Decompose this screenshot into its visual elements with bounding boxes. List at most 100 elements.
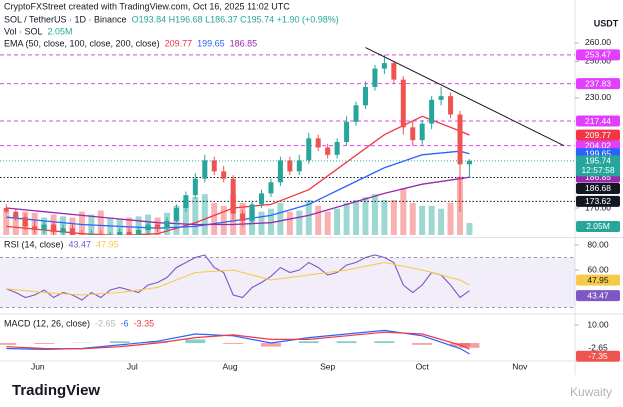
candle-body	[202, 160, 208, 179]
price-label: -2.65	[588, 343, 608, 353]
candle-body	[249, 204, 255, 221]
candle-body	[344, 121, 350, 143]
histogram-bar	[185, 339, 206, 344]
volume-bar	[428, 205, 435, 235]
ema-line	[6, 115, 470, 235]
price-label: 253.47	[585, 50, 611, 60]
price-label-box	[576, 290, 620, 302]
x-tick-label: Nov	[512, 361, 528, 371]
candle-body	[88, 233, 94, 235]
x-tick-label: Sep	[320, 361, 335, 371]
y-tick-label: 80.00	[587, 239, 609, 249]
rsi-value: 43.47	[69, 239, 92, 249]
logo: TradingView	[12, 382, 100, 399]
candle-body	[306, 138, 312, 161]
x-tick-label: Oct	[416, 361, 430, 371]
price-label: 217.44	[585, 116, 611, 126]
volume-bar	[315, 205, 322, 235]
histogram-bar	[34, 343, 55, 344]
candle-body	[287, 160, 293, 172]
candle-body	[466, 160, 472, 165]
candle-body	[173, 208, 179, 221]
price-label-box	[576, 115, 620, 127]
volume-bar	[334, 208, 341, 235]
price-label-box	[576, 342, 620, 354]
ohlc: O193.84 H196.68 L186.37 C195.74 +1.90 (+…	[132, 14, 339, 24]
candle-body	[3, 208, 9, 212]
candle-body	[183, 195, 189, 209]
volume-bar	[400, 188, 407, 235]
candle-body	[136, 230, 142, 235]
trendline	[365, 47, 565, 147]
macd-hist-value: -2.65	[95, 318, 116, 328]
volume-title: Vol · SOL	[4, 26, 43, 36]
candle-body	[259, 193, 265, 205]
candle-body	[126, 231, 132, 235]
rsi-value: 47.95	[96, 239, 119, 249]
histogram-bar	[109, 341, 130, 344]
candle-body	[268, 182, 274, 194]
candle-body	[117, 231, 123, 235]
volume-bar	[277, 202, 284, 235]
candle-body	[164, 220, 170, 229]
y-tick-label: 10.00	[587, 319, 609, 329]
candle-body	[211, 160, 217, 172]
x-tick-label: Jul	[127, 361, 138, 371]
histogram-bar	[0, 343, 17, 345]
volume-value: 2.05M	[48, 26, 73, 36]
price-label: 209.77	[585, 130, 611, 140]
x-tick-label: Aug	[222, 361, 237, 371]
volume-bar	[201, 194, 208, 235]
rsi-title: RSI (14, close)	[4, 239, 64, 249]
volume-bar	[343, 202, 350, 235]
histogram-bar	[298, 341, 319, 344]
price-label: 186.68	[585, 183, 611, 193]
candle-body	[32, 226, 38, 231]
volume-bar	[267, 208, 274, 235]
volume-bar	[286, 211, 293, 235]
candle-body	[155, 224, 161, 229]
volume-bar	[3, 211, 10, 235]
volume-bar	[296, 210, 303, 235]
candle-body	[277, 160, 283, 183]
volume-bar	[353, 200, 360, 235]
symbol: SOL / TetherUS · 1D · Binance	[4, 14, 127, 24]
volume-bar	[419, 205, 426, 235]
ema-line	[6, 176, 470, 226]
volume-bar	[466, 223, 473, 235]
candle-body	[221, 171, 227, 179]
candle-body	[419, 123, 425, 141]
candle-body	[400, 79, 406, 128]
price-label: -7.35	[588, 351, 608, 361]
macd-value: -6	[121, 318, 129, 328]
last-price-box	[576, 155, 620, 177]
histogram-bar	[374, 341, 395, 344]
price-label-box	[576, 49, 620, 61]
candle-body	[362, 86, 368, 106]
price-label: 199.65	[585, 148, 611, 158]
histogram-bar	[412, 343, 433, 345]
x-tick-label: Jun	[31, 361, 45, 371]
candle-body	[145, 224, 151, 231]
volume-bar	[390, 200, 397, 235]
price-label-box	[576, 78, 620, 90]
credit: CryptoFXStreet created with TradingView.…	[4, 1, 290, 11]
candle-body	[13, 211, 19, 218]
macd-line	[6, 331, 470, 350]
candle-body	[372, 68, 378, 87]
price-label-box	[576, 274, 620, 286]
candle-body	[325, 147, 331, 155]
rsi-line	[6, 254, 470, 301]
price-label: 43.47	[587, 290, 609, 300]
rsi-line	[6, 261, 470, 296]
candle-body	[296, 160, 302, 172]
pane	[0, 47, 575, 235]
volume-bar	[447, 202, 454, 235]
histogram-bar	[147, 341, 168, 344]
last-price: 195.74	[585, 156, 611, 166]
volume-bar	[135, 216, 142, 235]
volume-bar	[182, 200, 189, 235]
price-label: 204.02	[585, 140, 611, 150]
price-label: 186.85	[585, 172, 611, 182]
